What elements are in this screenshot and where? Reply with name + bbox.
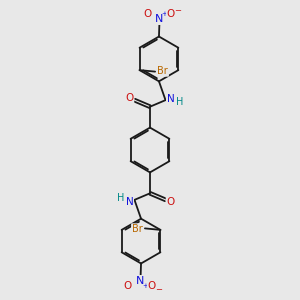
Text: O: O bbox=[167, 197, 175, 207]
Text: −: − bbox=[155, 285, 162, 294]
Text: O: O bbox=[167, 9, 175, 19]
Text: N: N bbox=[155, 14, 164, 24]
Text: H: H bbox=[117, 193, 124, 203]
Text: −: − bbox=[174, 6, 181, 15]
Text: O: O bbox=[143, 9, 151, 19]
Text: O: O bbox=[124, 281, 132, 291]
Text: +: + bbox=[142, 283, 148, 289]
Text: Br: Br bbox=[132, 224, 142, 234]
Text: N: N bbox=[136, 276, 145, 286]
Text: O: O bbox=[125, 93, 134, 103]
Text: Br: Br bbox=[158, 66, 168, 76]
Text: O: O bbox=[148, 281, 156, 291]
Text: N: N bbox=[167, 94, 175, 103]
Text: +: + bbox=[162, 11, 168, 17]
Text: N: N bbox=[125, 197, 133, 207]
Text: H: H bbox=[176, 97, 183, 107]
